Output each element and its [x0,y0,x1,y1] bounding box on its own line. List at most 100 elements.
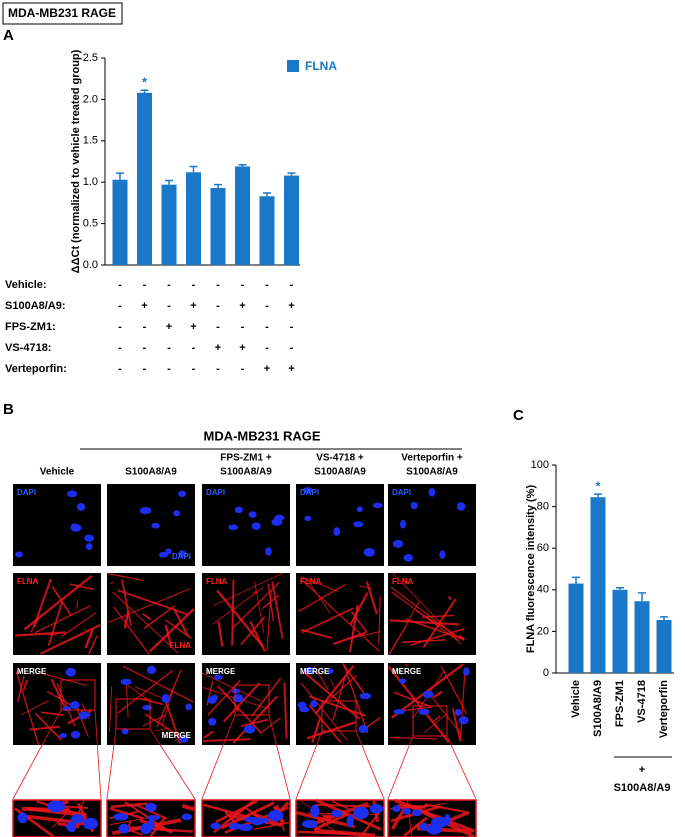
filament [134,803,167,820]
nucleus [363,548,375,557]
nucleus [15,551,23,558]
treatment-mark: + [166,321,172,333]
nucleus [353,806,369,820]
nucleus [66,490,78,498]
y-tick-label: 1.5 [83,135,98,147]
bar [568,583,584,673]
filament [387,665,450,744]
filament [15,671,40,745]
nucleus [210,822,221,830]
filament [16,675,25,703]
filament [397,804,426,809]
filament [107,572,144,582]
filament [15,631,66,637]
filament [254,581,265,634]
stain-label: DAPI [206,488,225,497]
treatment-mark: + [190,300,196,312]
zoom-connector [12,709,102,800]
nucleus [369,804,384,814]
group-sign: + [639,764,645,776]
filament [431,715,441,724]
filament [134,686,162,699]
significance: * [142,75,148,90]
nucleus [402,807,411,815]
error-bar [638,592,646,602]
stain-label: FLNA [17,577,39,586]
filament [123,825,193,833]
nucleus [120,678,132,686]
nucleus [353,521,364,528]
nucleus [392,805,401,813]
panel-label: A [3,27,14,44]
column-header: FPS-ZM1 + [220,453,272,464]
filament [306,721,356,740]
nucleus [177,490,187,498]
filament [222,682,261,723]
nucleus [231,688,241,694]
y-tick-label: 40 [537,584,549,596]
zoom-frame [106,799,196,837]
nucleus [151,522,160,529]
filament [313,665,329,691]
nucleus [78,711,91,718]
filament [329,678,335,689]
nucleus [412,809,422,817]
filament [116,669,174,715]
nucleus [113,813,129,821]
filament [84,628,95,649]
nucleus [71,814,85,824]
filament [348,604,359,653]
filament [39,672,88,687]
filament [121,579,132,627]
filament [124,682,147,699]
nucleus [310,700,318,708]
error-bar [287,172,296,176]
treatment-mark: - [192,342,196,354]
nucleus [393,708,405,715]
nucleus [302,487,313,494]
filament [348,630,381,640]
filament [40,711,64,716]
filament [32,578,52,628]
nucleus [304,667,315,675]
filament [350,610,368,634]
treatment-mark: - [143,363,147,375]
treatment-label: VS-4718: [5,342,51,354]
filament [298,584,346,613]
bar [235,166,250,265]
filament [298,830,357,836]
nucleus [418,708,430,715]
filament [44,634,58,636]
filament [365,581,378,615]
nucleus [178,550,187,557]
filament [231,582,280,630]
filament [332,675,346,721]
panel-label: C [513,407,524,424]
stain-label: MERGE [206,667,236,676]
y-tick-label: 80 [537,501,549,513]
filament [283,682,288,739]
nucleus [431,816,447,829]
treatment-mark: + [288,300,294,312]
filament [390,586,455,636]
y-axis-label: ΔΔCt (normalized to vehicle treated grou… [70,49,82,273]
nucleus [356,506,363,513]
nucleus [422,690,434,699]
nucleus [310,804,320,818]
nucleus [458,716,469,725]
stain-label: FLNA [170,641,192,650]
column-header: VS-4718 + [316,453,364,464]
nucleus [419,822,429,831]
filament [174,737,180,742]
nucleus [147,815,161,821]
stain-label: MERGE [17,667,47,676]
filament [329,674,358,701]
filament [143,604,176,629]
micrograph [107,663,195,745]
treatment-label: FPS-ZM1: [5,321,56,333]
treatment-mark: - [192,279,196,291]
nucleus [214,674,223,680]
treatment-mark: - [143,321,147,333]
filament [76,707,89,737]
zoom-box [60,679,96,711]
